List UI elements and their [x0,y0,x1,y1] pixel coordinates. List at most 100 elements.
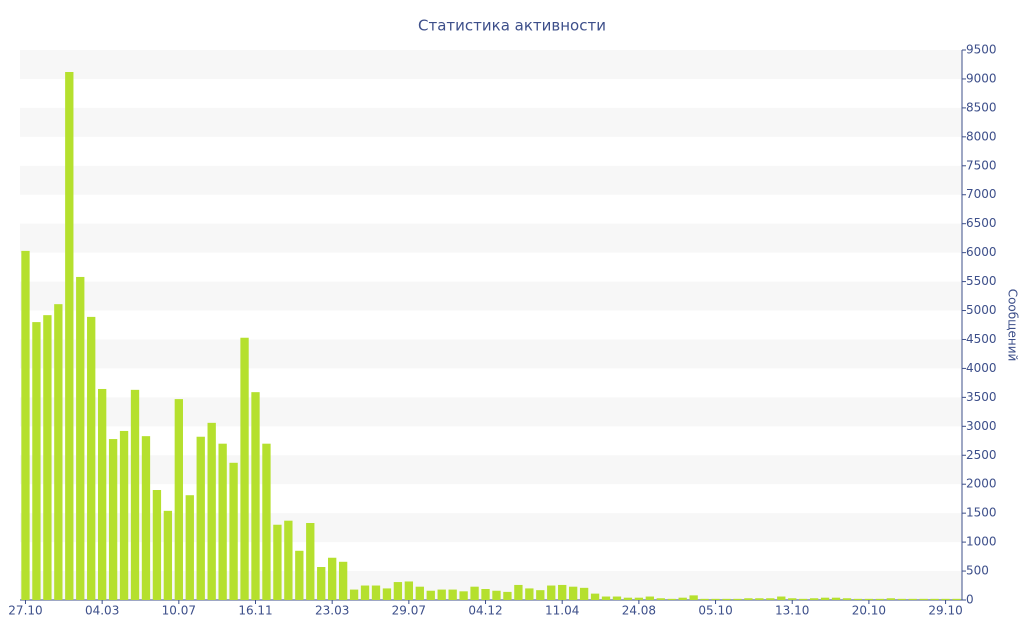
bar [393,582,403,600]
bar [788,598,797,600]
y-tick-label: 9000 [966,71,997,85]
bar [404,581,414,600]
bar [536,590,545,600]
bar [689,595,698,600]
y-tick-label: 6000 [966,245,997,259]
bar [97,388,107,600]
grid-band [20,571,962,600]
bar [284,520,293,600]
x-tick-label: 11.04 [545,604,579,618]
bar [525,588,534,600]
bar [76,276,85,600]
bar [382,588,392,600]
y-tick-label: 8500 [966,100,997,114]
y-axis-label: Сообщений [1006,289,1020,362]
bar [317,567,326,600]
bar [733,598,742,600]
grid-band [20,397,962,427]
bar [492,590,501,600]
bar [43,315,52,600]
y-tick-label: 6500 [966,216,997,230]
bar [700,598,709,600]
bar [842,598,852,600]
x-tick-label: 29.10 [928,604,962,618]
grid-band [20,165,962,195]
bar [601,596,611,600]
bar [459,591,468,600]
y-tick-label: 4000 [966,361,997,375]
bar [262,443,271,600]
bar [196,436,205,600]
bar [755,598,764,600]
bar [590,593,600,600]
bar [568,586,578,600]
bar [470,586,479,600]
bar [273,524,282,600]
grid-band [20,107,962,137]
bar [941,598,950,600]
bar [558,584,567,600]
y-tick-label: 5000 [966,303,997,317]
bar [777,596,786,600]
bar [853,598,863,600]
bar [437,589,446,600]
bar [65,72,74,600]
bar [295,550,304,600]
bar [108,439,118,600]
bar [908,598,917,600]
y-tick-label: 3500 [966,390,997,404]
grid-band [20,281,962,311]
y-tick-label: 8000 [966,129,997,143]
bar [711,598,720,600]
y-tick-label: 7000 [966,187,997,201]
bar [886,598,895,600]
bar [448,589,457,600]
bar [930,598,939,600]
grid-band [20,455,962,485]
x-tick-label: 16.11 [238,604,272,618]
bar [897,598,906,600]
bar [360,585,370,600]
x-tick-label: 27.10 [8,604,42,618]
bar [141,436,151,600]
y-tick-label: 3000 [966,419,997,433]
bar [328,557,337,600]
bar [130,389,140,600]
bar [722,598,731,600]
y-tick-label: 9500 [966,43,997,57]
bar [820,597,830,600]
bar [371,585,381,600]
y-tick-label: 7500 [966,158,997,172]
bar [919,598,928,600]
bar [645,596,654,600]
bar [809,598,819,600]
bar [87,316,96,600]
y-tick-label: 2000 [966,477,997,491]
bar [119,430,129,600]
y-tick-label: 0 [966,593,974,607]
bar [612,596,622,600]
x-tick-label: 23.03 [315,604,349,618]
bar [338,561,348,600]
bar [185,495,194,600]
bar [547,585,556,600]
bar [634,597,644,600]
grid-band [20,339,962,369]
bar [251,392,260,600]
bar [152,490,162,600]
x-tick-label: 04.12 [468,604,502,618]
bar [240,337,249,600]
bar [32,322,41,600]
bar [579,587,589,600]
bar [875,598,885,600]
bar [656,598,665,600]
grid-band [20,223,962,253]
bar [54,304,63,600]
grid-band [20,513,962,543]
bar [744,598,753,600]
bar [163,510,173,600]
bar [831,597,841,600]
bar [415,586,424,600]
